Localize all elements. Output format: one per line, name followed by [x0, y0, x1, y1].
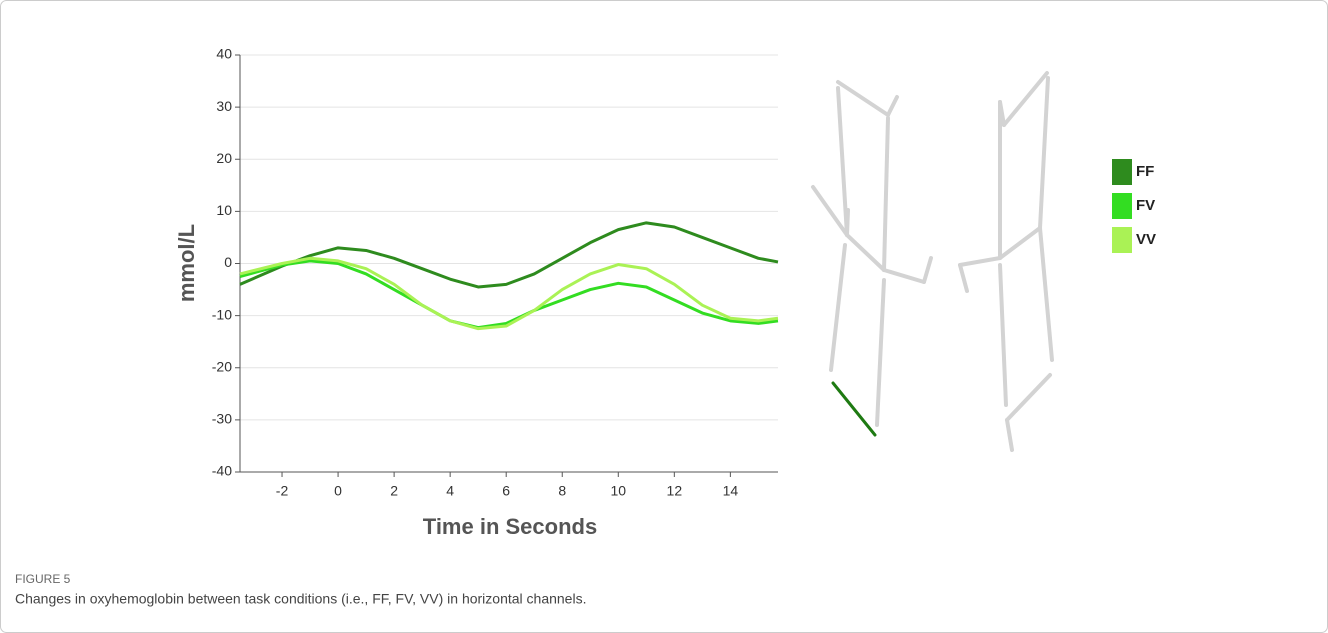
- x-tick-label: 6: [502, 483, 510, 499]
- line-series: [240, 261, 778, 328]
- legend-swatch: [1112, 227, 1132, 253]
- legend-label: FF: [1136, 163, 1154, 180]
- figure-label: FIGURE 5: [15, 572, 71, 586]
- y-tick-label: 10: [216, 202, 232, 218]
- brain-channel-diagram: [813, 73, 1052, 450]
- line-series: [240, 223, 778, 287]
- x-tick-label: 2: [390, 483, 398, 499]
- figure: FIGURE 5 Changes in oxyhemoglobin betwee…: [0, 0, 1328, 633]
- line-series: [240, 258, 778, 328]
- y-axis-title: mmol/L: [174, 224, 199, 302]
- x-tick-label: 8: [558, 483, 566, 499]
- figure-caption: Changes in oxyhemoglobin between task co…: [15, 591, 586, 607]
- legend-label: VV: [1136, 231, 1156, 248]
- x-tick-label: 4: [446, 483, 454, 499]
- x-tick-label: 10: [610, 483, 626, 499]
- y-tick-label: 0: [224, 254, 232, 270]
- page: {"chart_data": {"type": "line", "x": [-3…: [0, 0, 1328, 633]
- x-tick-label: 14: [723, 483, 739, 499]
- legend-swatch: [1112, 159, 1132, 185]
- x-tick-label: -2: [276, 483, 289, 499]
- y-tick-label: 20: [216, 150, 232, 166]
- y-tick-label: 40: [216, 46, 232, 62]
- legend-swatch: [1112, 193, 1132, 219]
- y-tick-label: -40: [212, 463, 232, 479]
- y-tick-label: 30: [216, 98, 232, 114]
- y-tick-label: -30: [212, 411, 232, 427]
- figure-frame: [1, 1, 1328, 633]
- y-tick-label: -10: [212, 306, 232, 322]
- x-tick-label: 12: [667, 483, 683, 499]
- x-axis-title: Time in Seconds: [423, 514, 597, 539]
- x-tick-label: 0: [334, 483, 342, 499]
- y-tick-label: -20: [212, 358, 232, 374]
- legend-label: FV: [1136, 197, 1155, 214]
